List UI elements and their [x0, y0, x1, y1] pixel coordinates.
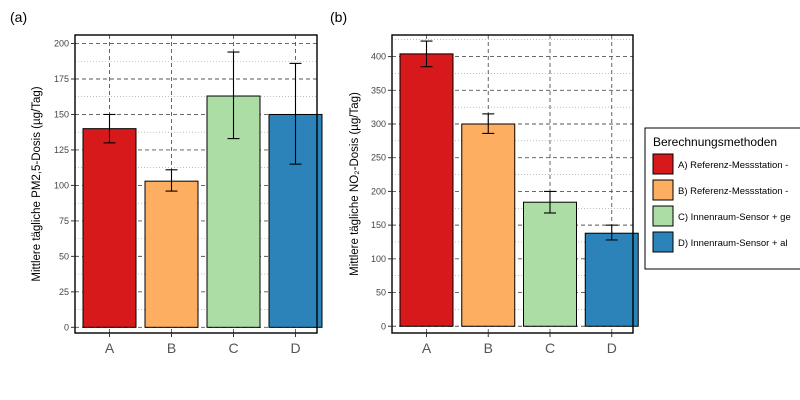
y-tick-label-b-5: 250	[371, 153, 386, 163]
x-tick-label-a-C: C	[228, 340, 238, 356]
x-tick-label-a-A: A	[105, 340, 115, 356]
y-tick-label-b-1: 50	[376, 288, 386, 298]
x-tick-label-a-B: B	[167, 340, 176, 356]
panel-label-b: (b)	[330, 9, 347, 25]
legend-swatch-A	[652, 153, 674, 175]
legend-swatch-D	[652, 231, 674, 253]
bar-a-B	[144, 180, 199, 328]
x-tick-label-b-B: B	[484, 340, 493, 356]
y-tick-label-b-2: 100	[371, 254, 386, 264]
y-tick-label-b-6: 300	[371, 119, 386, 129]
y-tick-label-a-1: 25	[59, 287, 69, 297]
legend-title: Berechnungsmethoden	[653, 135, 777, 149]
x-tick-label-b-C: C	[545, 340, 555, 356]
y-tick-label-b-4: 200	[371, 186, 386, 196]
bar-b-A	[399, 53, 454, 327]
legend-label-B: B) Referenz-Messstation -	[678, 186, 788, 197]
x-tick-label-a-D: D	[290, 340, 300, 356]
legend-swatch-B	[652, 179, 674, 201]
y-tick-label-b-8: 400	[371, 52, 386, 62]
bar-a-A	[82, 128, 137, 328]
y-axis-label-b: Mittlere tägliche NO₂-Dosis (µg/Tag)	[349, 92, 361, 276]
panel-label-a: (a)	[10, 9, 27, 25]
y-axis-label-a: Mittlere tägliche PM2,5-Dosis (µg/Tag)	[31, 86, 43, 281]
bar-b-D	[584, 232, 639, 327]
x-tick-label-b-D: D	[607, 340, 617, 356]
y-tick-label-b-3: 150	[371, 220, 386, 230]
y-tick-label-a-0: 0	[64, 322, 69, 332]
x-tick-label-b-A: A	[422, 340, 432, 356]
y-tick-label-a-8: 200	[54, 39, 69, 49]
legend-label-A: A) Referenz-Messstation -	[678, 160, 788, 171]
y-tick-label-a-7: 175	[54, 74, 69, 84]
y-tick-label-a-2: 50	[59, 251, 69, 261]
y-tick-label-a-3: 75	[59, 216, 69, 226]
y-tick-label-b-0: 0	[381, 321, 386, 331]
legend-label-D: D) Innenraum-Sensor + al	[678, 238, 788, 249]
legend-label-C: C) Innenraum-Sensor + ge	[678, 212, 791, 223]
bar-b-C	[523, 201, 577, 327]
y-tick-label-a-5: 125	[54, 145, 69, 155]
bar-b-B	[461, 123, 516, 327]
y-tick-label-a-6: 150	[54, 109, 69, 119]
legend-swatch-C	[652, 205, 674, 227]
panel-border-a	[74, 34, 318, 334]
y-tick-label-b-7: 350	[371, 85, 386, 95]
y-tick-label-a-4: 100	[54, 180, 69, 190]
panel-border-b	[391, 34, 634, 334]
